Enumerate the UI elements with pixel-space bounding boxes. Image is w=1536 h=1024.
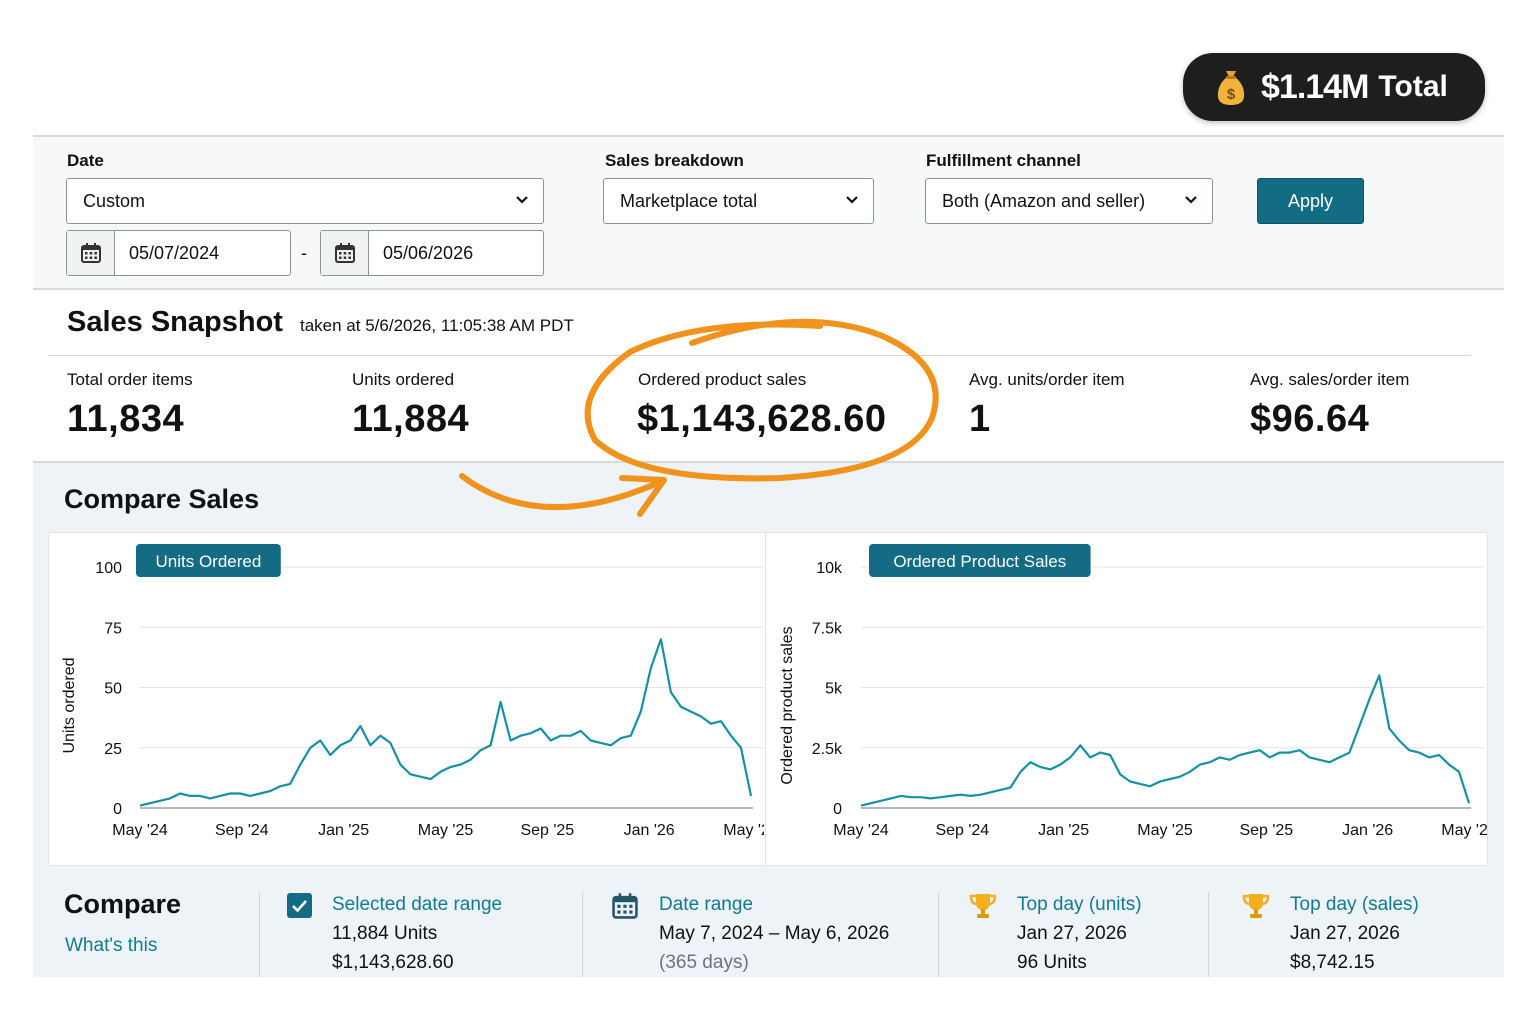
date-separator: - <box>301 243 307 263</box>
chevron-down-icon <box>516 196 528 204</box>
x-tick-label: May '25 <box>1137 822 1193 839</box>
checkbox-checked-icon[interactable] <box>287 893 312 918</box>
total-amount: $1.14M <box>1261 67 1369 106</box>
end-date-value: 05/06/2026 <box>383 242 474 263</box>
calendar-icon[interactable] <box>67 231 115 275</box>
sales-breakdown-label: Sales breakdown <box>605 151 744 170</box>
selected-sales: $1,143,628.60 <box>332 952 454 973</box>
y-tick-label: 50 <box>104 681 122 698</box>
snapshot-divider <box>48 355 1471 356</box>
date-filter-label: Date <box>67 151 104 170</box>
metric-value-ordered-product-sales: $1,143,628.60 <box>637 398 887 440</box>
date-range-days: (365 days) <box>659 952 749 973</box>
x-tick-label: Sep '24 <box>935 822 989 839</box>
y-tick-label: 75 <box>104 620 122 637</box>
apply-button[interactable]: Apply <box>1257 178 1364 224</box>
x-tick-label: Jan '25 <box>318 822 369 839</box>
selected-units: 11,884 Units <box>332 923 438 944</box>
date-range-select-value: Custom <box>83 190 146 211</box>
sales-breakdown-select[interactable]: Marketplace total <box>603 178 874 224</box>
money-bag-icon: $ <box>1217 71 1245 105</box>
compare-separator <box>938 892 939 977</box>
x-tick-label: May '25 <box>418 822 474 839</box>
date-range-title: Date range <box>659 894 754 915</box>
metric-label-total-order-items: Total order items <box>67 370 193 389</box>
snapshot-timestamp: taken at 5/6/2026, 11:05:38 AM PDT <box>300 316 574 335</box>
x-tick-label: Sep '24 <box>215 822 269 839</box>
chart-title: Ordered Product Sales <box>893 552 1066 571</box>
chart-title: Units Ordered <box>155 552 261 571</box>
chart-title-badge <box>869 544 1091 577</box>
selected-date-range-title: Selected date range <box>332 894 503 915</box>
compare-separator <box>259 892 260 977</box>
metric-value-units-ordered: 11,884 <box>352 398 470 440</box>
y-axis-label: Ordered product sales <box>779 626 796 784</box>
compare-title: Compare <box>64 889 182 919</box>
top-day-units-date: Jan 27, 2026 <box>1017 923 1127 944</box>
metric-value-total-order-items: 11,834 <box>67 398 185 440</box>
x-tick-label: May '26 <box>1441 822 1488 839</box>
trophy-icon <box>1242 894 1270 918</box>
start-date-field[interactable]: 05/07/2024 <box>66 230 291 276</box>
x-tick-label: Jan '25 <box>1038 822 1089 839</box>
total-sales-badge: $ $1.14M Total <box>1183 53 1485 121</box>
calendar-icon <box>612 893 638 919</box>
start-date-value: 05/07/2024 <box>129 242 220 263</box>
fulfillment-channel-select[interactable]: Both (Amazon and seller) <box>925 178 1213 224</box>
calendar-icon[interactable] <box>321 231 369 275</box>
end-date-field[interactable]: 05/06/2026 <box>320 230 544 276</box>
metric-value-avg-sales-order-item: $96.64 <box>1250 398 1370 440</box>
sales-snapshot-title: Sales Snapshot <box>67 306 283 338</box>
y-tick-label: 2.5k <box>812 741 843 758</box>
y-tick-label: 0 <box>833 801 842 818</box>
y-tick-label: 25 <box>104 741 122 758</box>
fulfillment-channel-value: Both (Amazon and seller) <box>942 190 1146 211</box>
metric-label-avg-units-order-item: Avg. units/order item <box>969 370 1125 389</box>
chart-title-badge <box>136 544 281 577</box>
x-tick-label: May '24 <box>833 822 889 839</box>
charts-card <box>48 532 1488 867</box>
metric-value-avg-units-order-item: 1 <box>969 398 991 440</box>
top-day-sales-title: Top day (sales) <box>1290 894 1419 915</box>
units-ordered-chart: 0 25 50 75 100 May '24 Sep '24 Jan '25 May '25 Se… <box>61 544 764 839</box>
y-tick-label: 5k <box>825 681 843 698</box>
x-tick-label: Sep '25 <box>520 822 574 839</box>
date-range-select[interactable]: Custom <box>66 178 544 224</box>
date-range-value: May 7, 2024 – May 6, 2026 <box>659 923 890 944</box>
ordered-product-sales-chart: 0 2.5k 5k 7.5k 10k May '24 Sep '24 Jan '25 May '… <box>779 544 1488 839</box>
metric-label-ordered-product-sales: Ordered product sales <box>638 370 807 389</box>
chevron-down-icon <box>846 196 858 204</box>
compare-separator <box>582 892 583 977</box>
metric-label-units-ordered: Units ordered <box>352 370 455 389</box>
y-axis-label: Units ordered <box>61 657 78 753</box>
charts-divider <box>765 533 766 867</box>
compare-separator <box>1208 892 1209 977</box>
top-day-sales-date: Jan 27, 2026 <box>1290 923 1400 944</box>
top-day-sales-value: $8,742.15 <box>1290 952 1375 973</box>
top-day-units-value: 96 Units <box>1017 952 1087 973</box>
metric-label-avg-sales-order-item: Avg. sales/order item <box>1250 370 1410 389</box>
x-tick-label: Sep '25 <box>1239 822 1293 839</box>
total-label: Total <box>1378 70 1448 103</box>
x-tick-label: May '26 <box>723 822 764 839</box>
compare-sales-title: Compare Sales <box>64 484 260 514</box>
chevron-down-icon <box>1185 196 1197 204</box>
series-line-sales <box>860 674 1471 807</box>
trophy-icon <box>969 894 997 918</box>
x-tick-label: Jan '26 <box>624 822 675 839</box>
y-tick-label: 100 <box>95 560 122 577</box>
fulfillment-channel-label: Fulfillment channel <box>926 151 1081 170</box>
x-tick-label: May '24 <box>112 822 168 839</box>
svg-text:$: $ <box>1227 86 1236 103</box>
series-line-units <box>139 638 753 807</box>
y-tick-label: 0 <box>113 801 122 818</box>
whats-this-link[interactable]: What's this <box>65 935 158 956</box>
y-tick-label: 10k <box>816 560 843 577</box>
x-tick-label: Jan '26 <box>1342 822 1393 839</box>
top-day-units-title: Top day (units) <box>1017 894 1142 915</box>
sales-breakdown-value: Marketplace total <box>620 190 758 211</box>
y-tick-label: 7.5k <box>812 620 843 637</box>
